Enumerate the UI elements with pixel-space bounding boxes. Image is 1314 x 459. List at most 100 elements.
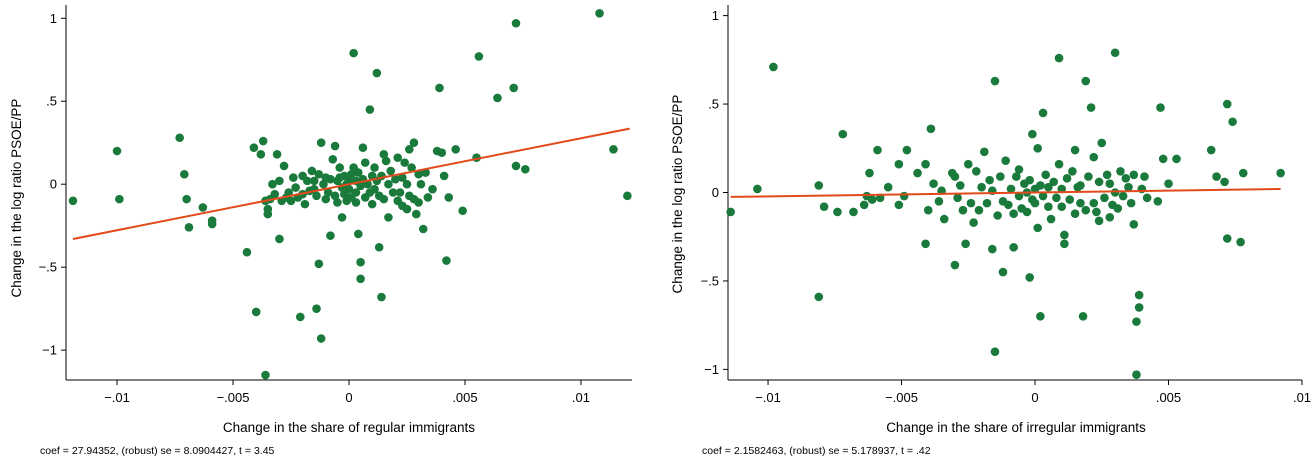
right-scatter-point xyxy=(1044,202,1053,211)
left-scatter-point xyxy=(312,191,321,201)
left-scatter-point xyxy=(284,188,293,197)
left-x-tick-label: .005 xyxy=(452,390,477,405)
left-y-axis-label: Change in the log ratio PSOE/PP xyxy=(9,99,24,298)
right-scatter-point xyxy=(873,145,882,155)
left-scatter-point xyxy=(261,370,270,380)
left-scatter-point xyxy=(391,174,400,184)
right-scatter-point xyxy=(1076,181,1085,190)
left-x-axis-label: Change in the share of regular immigrant… xyxy=(223,420,475,435)
right-scatter-point xyxy=(1057,202,1067,211)
left-scatter-point xyxy=(333,198,342,207)
right-scatter-point xyxy=(726,207,735,217)
left-scatter-point xyxy=(428,184,437,194)
right-scatter-point xyxy=(1124,182,1133,192)
right-y-tick-label: .5 xyxy=(708,97,719,112)
left-scatter-point xyxy=(182,194,191,204)
right-scatter-point xyxy=(1129,170,1139,180)
left-y-tick-label: 0 xyxy=(50,177,57,192)
left-scatter-point xyxy=(242,247,252,257)
right-scatter-point xyxy=(865,168,874,178)
right-scatter-point xyxy=(1001,156,1010,165)
left-y-tick-label: −.5 xyxy=(39,260,57,275)
right-scatter-point xyxy=(985,175,994,185)
left-regression-note: coef = 27.94352, (robust) se = 8.0904427… xyxy=(40,445,275,457)
right-scatter-point xyxy=(963,159,973,169)
left-scatter-point xyxy=(337,213,347,222)
right-scatter-point xyxy=(966,198,976,208)
left-scatter-point xyxy=(300,199,310,209)
left-scatter-point xyxy=(263,209,273,219)
left-scatter-point xyxy=(370,184,379,194)
left-scatter-point xyxy=(330,191,340,201)
right-scatter-point xyxy=(923,205,933,215)
right-scatter-point xyxy=(990,76,1000,86)
right-scatter-point xyxy=(1222,234,1232,243)
left-scatter-point xyxy=(251,307,261,317)
left-scatter-point xyxy=(302,176,312,186)
left-scatter-point xyxy=(356,274,365,284)
left-x-tick-label: .01 xyxy=(572,390,590,405)
left-scatter-point xyxy=(256,150,266,159)
left-scatter-point xyxy=(198,203,208,212)
left-scatter-point xyxy=(414,169,423,179)
right-scatter-point xyxy=(1113,204,1123,213)
left-scatter-point xyxy=(175,133,184,143)
right-scatter-point xyxy=(1206,145,1216,155)
right-scatter-point xyxy=(859,200,869,210)
left-scatter-point xyxy=(358,143,368,152)
right-scatter-point xyxy=(1097,138,1107,148)
right-scatter-point xyxy=(1081,76,1091,86)
right-scatter-point xyxy=(1012,172,1021,181)
left-scatter-point xyxy=(400,158,409,167)
left-scatter-point xyxy=(316,334,326,343)
left-scatter-point xyxy=(270,189,280,199)
left-scatter-point xyxy=(386,166,396,176)
right-scatter-point xyxy=(849,207,858,217)
right-scatter-point xyxy=(1094,216,1104,226)
left-scatter-point xyxy=(321,194,331,204)
left-scatter-point xyxy=(439,171,449,181)
right-x-tick-label: −.005 xyxy=(885,390,918,405)
left-scatter-point xyxy=(398,173,407,182)
right-scatter-point xyxy=(1222,99,1232,109)
right-y-tick-label: −1 xyxy=(704,362,719,377)
left-scatter-point xyxy=(335,163,345,172)
left-scatter-point xyxy=(381,156,391,166)
left-scatter-point xyxy=(275,176,284,186)
left-x-tick-label: −.01 xyxy=(104,390,130,405)
right-scatter-point xyxy=(1033,223,1042,233)
right-scatter-point xyxy=(1070,145,1080,155)
left-scatter-point xyxy=(395,188,405,197)
right-scatter-point xyxy=(1164,179,1173,188)
left-scatter-point xyxy=(330,141,340,151)
left-scatter-point xyxy=(307,166,317,176)
right-scatter-point xyxy=(1086,103,1096,112)
left-scatter-point xyxy=(184,223,194,232)
right-scatter-point xyxy=(894,159,904,169)
left-fit-line xyxy=(72,127,630,240)
right-y-axis-label: Change in the log ratio PSOE/PP xyxy=(670,95,685,294)
right-scatter-point xyxy=(1006,184,1016,194)
left-scatter-point xyxy=(520,164,530,174)
right-scatter-point xyxy=(969,218,978,227)
left-scatter-point xyxy=(180,169,189,179)
left-x-tick-label: 0 xyxy=(345,390,352,405)
right-scatter-point xyxy=(1022,207,1032,217)
left-scatter-point xyxy=(370,163,379,172)
right-scatter-point xyxy=(1041,170,1051,180)
right-scatter-point xyxy=(1238,168,1248,178)
right-scatter-point xyxy=(1038,191,1048,201)
right-scatter-point xyxy=(819,202,829,211)
right-scatter-point xyxy=(1140,172,1149,181)
right-scatter-point xyxy=(996,172,1005,181)
right-scatter-point xyxy=(921,159,930,169)
right-scatter-point xyxy=(1132,370,1141,379)
right-scatter-point xyxy=(902,145,912,155)
right-scatter-point xyxy=(1036,181,1045,190)
right-scatter-point xyxy=(926,124,936,134)
right-scatter-point xyxy=(1228,117,1237,127)
right-scatter-point xyxy=(1028,129,1037,139)
right-scatter-point xyxy=(971,166,981,176)
left-scatter-point xyxy=(112,146,122,156)
left-scatter-point xyxy=(363,179,372,189)
